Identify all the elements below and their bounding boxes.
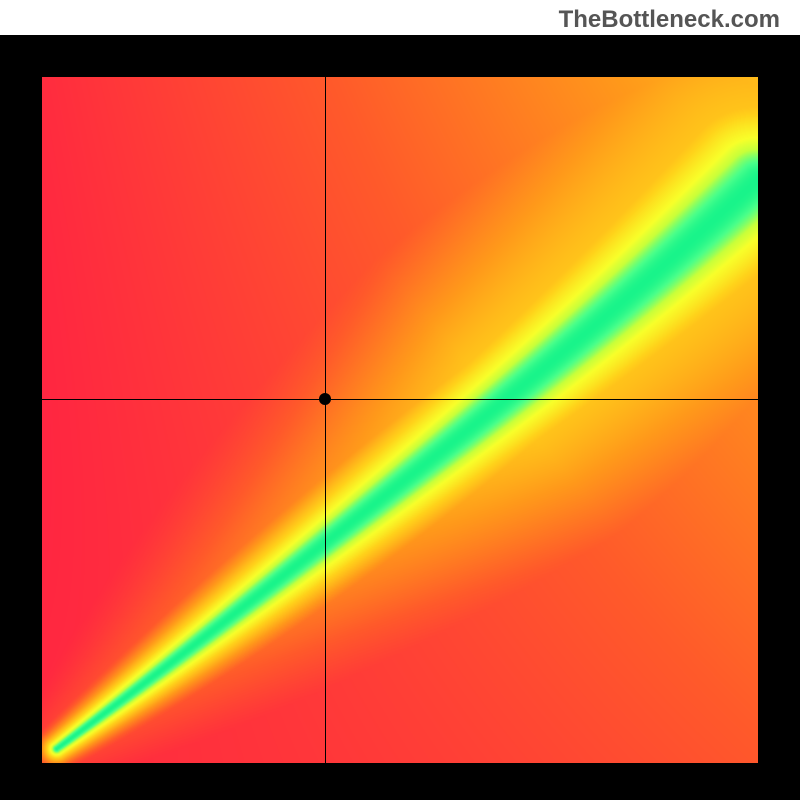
point-marker <box>319 393 331 405</box>
watermark-text: TheBottleneck.com <box>559 6 780 34</box>
heatmap-canvas <box>42 77 758 763</box>
crosshair-vertical <box>325 77 326 763</box>
chart-container: TheBottleneck.com <box>0 0 800 800</box>
plot-area <box>42 77 758 763</box>
chart-frame <box>0 35 800 800</box>
crosshair-horizontal <box>42 399 758 400</box>
